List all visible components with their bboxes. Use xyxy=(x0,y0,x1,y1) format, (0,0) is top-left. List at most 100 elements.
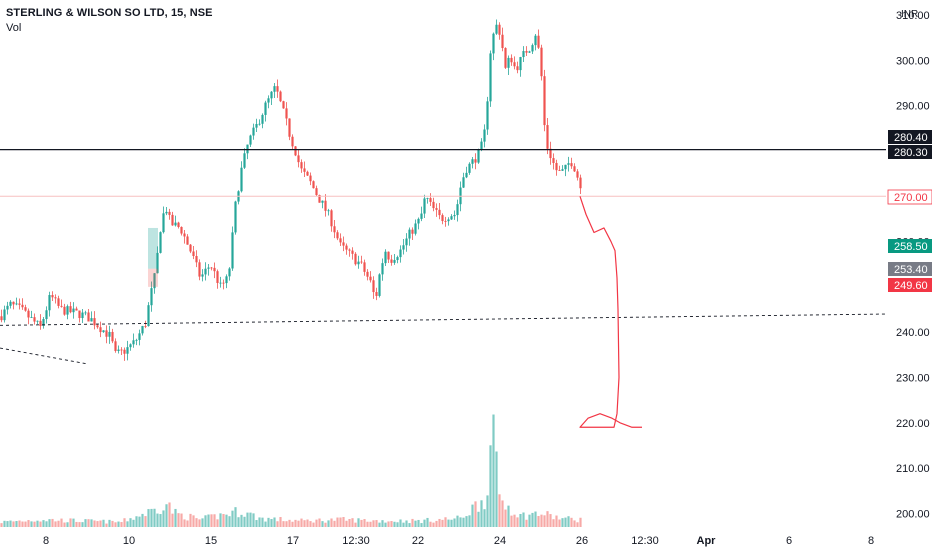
candle-body xyxy=(363,262,366,272)
candle-body xyxy=(426,198,429,199)
candle-body xyxy=(297,155,300,163)
candle-body xyxy=(156,252,159,274)
candle-body xyxy=(495,24,498,34)
y-tick-label: 240.00 xyxy=(896,327,930,339)
volume-bar xyxy=(432,522,435,527)
candle-body xyxy=(387,251,390,260)
volume-bar xyxy=(96,521,99,527)
trend-line xyxy=(0,347,88,365)
volume-bar xyxy=(249,512,252,527)
volume-bar xyxy=(510,515,513,527)
volume-bar xyxy=(414,520,417,527)
volume-bar xyxy=(255,520,258,527)
volume-bar xyxy=(60,518,63,527)
volume-bar xyxy=(534,511,537,527)
volume-bar xyxy=(348,519,351,527)
volume-bar xyxy=(132,519,135,527)
candle-body xyxy=(270,91,273,99)
candle-body xyxy=(321,200,324,203)
volume-bar xyxy=(336,517,339,527)
candle-body xyxy=(144,326,147,327)
volume-bar xyxy=(375,520,378,527)
volume-bar xyxy=(129,518,132,527)
currency-label: INR xyxy=(901,9,919,20)
candle-body xyxy=(285,108,288,119)
x-tick-label: 8 xyxy=(868,535,874,547)
volume-bar xyxy=(93,520,96,527)
candle-body xyxy=(174,222,177,226)
candle-body xyxy=(108,331,111,337)
candle-body xyxy=(534,35,537,46)
volume-bar xyxy=(99,520,102,527)
candle-body xyxy=(558,170,561,171)
candle-body xyxy=(45,310,48,320)
volume-bar xyxy=(435,520,438,527)
volume-bar xyxy=(360,519,363,527)
volume-bar xyxy=(378,522,381,527)
candle-body xyxy=(276,86,279,92)
volume-bar xyxy=(333,520,336,527)
volume-bar xyxy=(330,518,333,527)
volume-bar xyxy=(417,519,420,527)
highlight-box xyxy=(148,268,158,287)
candle-body xyxy=(72,308,75,313)
price-badge-label: 258.50 xyxy=(894,241,928,253)
price-badge xyxy=(888,262,932,276)
candle-body xyxy=(465,172,468,178)
volume-bar xyxy=(57,520,60,527)
candle-body xyxy=(216,271,219,283)
volume-bar xyxy=(207,514,210,527)
volume-bar xyxy=(321,521,324,527)
volume-bar xyxy=(471,504,474,527)
volume-bar xyxy=(153,508,156,527)
candle-body xyxy=(543,76,546,126)
volume-bar xyxy=(3,520,6,527)
price-badge xyxy=(888,130,932,144)
price-badge xyxy=(888,278,932,292)
volume-bar xyxy=(213,514,216,527)
volume-bar xyxy=(261,517,264,527)
candle-body xyxy=(90,318,93,322)
volume-bar xyxy=(72,518,75,527)
volume-bar xyxy=(429,521,432,527)
volume-bar xyxy=(579,517,582,527)
candle-body xyxy=(309,175,312,182)
volume-bar xyxy=(162,510,165,527)
volume-bar xyxy=(465,516,468,527)
volume-bars xyxy=(0,414,582,527)
candle-body xyxy=(126,347,129,354)
volume-bar xyxy=(525,519,528,527)
volume-bar xyxy=(489,445,492,527)
candle-body xyxy=(189,244,192,252)
volume-bar xyxy=(120,522,123,527)
candle-body xyxy=(132,340,135,345)
x-tick-label: 24 xyxy=(494,535,506,547)
volume-bar xyxy=(294,519,297,527)
candle-body xyxy=(168,211,171,215)
candles xyxy=(0,19,582,361)
candle-body xyxy=(531,45,534,52)
candle-body xyxy=(507,57,510,68)
candle-body xyxy=(111,331,114,342)
volume-bar xyxy=(519,514,522,527)
volume-bar xyxy=(324,522,327,527)
volume-bar xyxy=(165,504,168,527)
candle-body xyxy=(528,51,531,53)
volume-bar xyxy=(243,516,246,527)
candle-body xyxy=(330,210,333,227)
candle-body xyxy=(165,211,168,214)
candle-body xyxy=(9,301,12,306)
candle-body xyxy=(24,307,27,311)
volume-bar xyxy=(78,522,81,527)
candle-body xyxy=(213,267,216,272)
candle-body xyxy=(171,214,174,226)
volume-bar xyxy=(246,512,249,527)
volume-bar xyxy=(396,522,399,527)
volume-bar xyxy=(468,515,471,527)
candle-body xyxy=(450,216,453,220)
candle-body xyxy=(99,327,102,333)
candle-body xyxy=(207,267,210,269)
candle-body xyxy=(546,125,549,149)
volume-bar xyxy=(90,519,93,527)
